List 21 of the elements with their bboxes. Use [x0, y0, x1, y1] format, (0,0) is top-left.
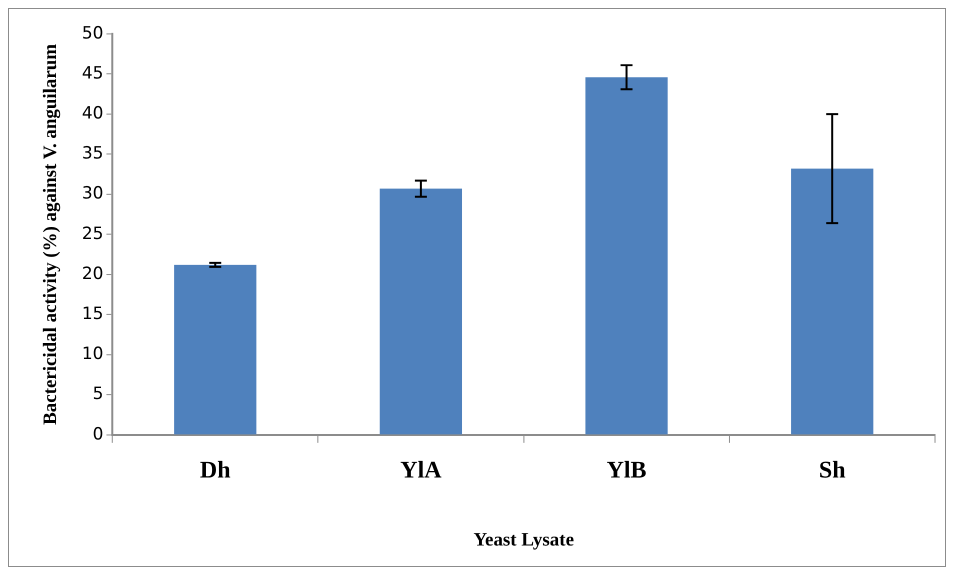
y-tick-label: 20: [82, 262, 104, 283]
bar: [791, 168, 874, 434]
y-tick-label: 15: [82, 303, 104, 323]
x-axis-title: Yeast Lysate: [473, 530, 574, 551]
y-tick-label: 5: [92, 383, 104, 404]
y-tick-label: 10: [82, 343, 104, 364]
y-axis-title: Bactericidal activity (%) against V. anguilarum: [40, 44, 61, 425]
y-tick-label: 40: [82, 102, 104, 123]
y-tick-label: 0: [92, 423, 104, 444]
y-tick-label: 25: [82, 222, 104, 243]
y-tick-label: 30: [82, 182, 104, 203]
bar: [380, 188, 462, 434]
x-tick-label: Sh: [818, 457, 846, 484]
bar: [585, 77, 668, 434]
bar: [174, 264, 256, 434]
x-tick-label: YlA: [400, 457, 442, 484]
x-tick-label: YlB: [606, 457, 647, 484]
y-tick-label: 50: [82, 22, 104, 42]
y-tick-label: 35: [82, 142, 104, 163]
x-tick-label: Dh: [200, 457, 231, 484]
y-tick-label: 45: [82, 62, 104, 82]
